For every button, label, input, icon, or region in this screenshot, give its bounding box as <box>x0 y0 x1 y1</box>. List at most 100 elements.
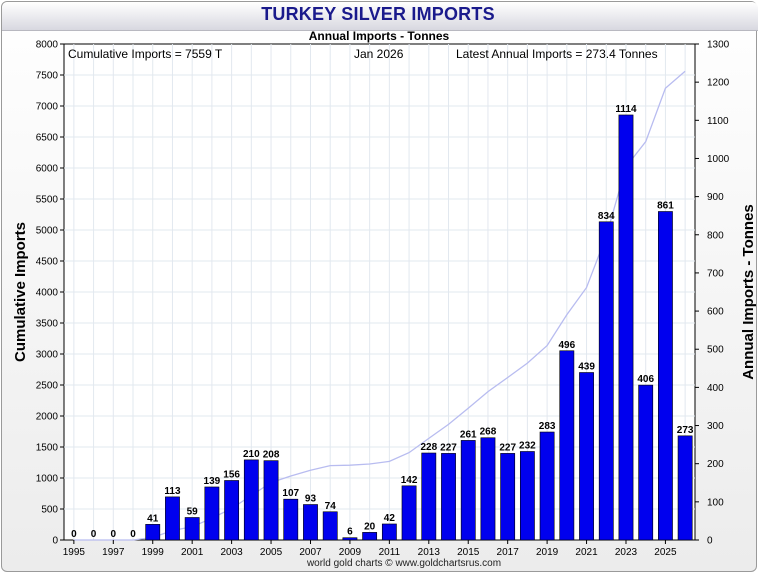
source-credit: world gold charts © www.goldchartsrus.co… <box>306 558 502 569</box>
y-tick-label-right: 500 <box>707 345 724 356</box>
bar-value-label: 0 <box>111 529 117 540</box>
y-tick-label-left: 7500 <box>36 71 59 82</box>
x-tick-label: 2003 <box>220 547 243 558</box>
x-tick-label: 2001 <box>181 547 204 558</box>
x-tick-label: 2011 <box>379 547 401 558</box>
y-axis-title-right: Annual Imports - Tonnes <box>740 204 757 380</box>
bar-value-label: 59 <box>187 506 199 517</box>
info-left: Cumulative Imports = 7559 T <box>68 47 223 61</box>
y-tick-label-left: 8000 <box>36 40 59 51</box>
info-right: Latest Annual Imports = 273.4 Tonnes <box>456 47 658 61</box>
x-tick-label: 2015 <box>457 547 480 558</box>
bar-value-label: 227 <box>440 442 457 453</box>
bar <box>303 504 318 541</box>
y-tick-label-left: 3500 <box>36 319 59 330</box>
bar <box>480 437 496 541</box>
bar-value-label: 42 <box>384 513 396 524</box>
bar <box>618 114 634 541</box>
y-tick-label-right: 300 <box>707 421 724 432</box>
bar-value-label: 210 <box>243 449 260 460</box>
bar <box>362 532 378 541</box>
x-tick-label: 2017 <box>497 547 520 558</box>
y-tick-label-right: 1200 <box>707 78 730 89</box>
bar <box>204 486 220 541</box>
bar-value-label: 861 <box>657 200 674 211</box>
info-center: Jan 2026 <box>354 47 404 61</box>
bar-value-label: 139 <box>204 476 221 487</box>
x-tick-label: 1999 <box>142 547 165 558</box>
bar-value-label: 0 <box>130 529 136 540</box>
bar-value-label: 0 <box>91 529 97 540</box>
bar <box>184 517 200 541</box>
bar <box>401 485 417 541</box>
bar-value-label: 0 <box>71 529 77 540</box>
bar <box>441 453 456 541</box>
bar-value-label: 1114 <box>615 104 637 115</box>
bar <box>658 211 673 541</box>
y-tick-label-left: 5000 <box>36 226 59 237</box>
bar <box>322 511 338 541</box>
bar <box>283 498 299 541</box>
bar <box>579 372 594 541</box>
x-tick-label: 2021 <box>575 547 598 558</box>
bar <box>145 524 161 541</box>
bar <box>165 496 180 541</box>
x-tick-label: 2009 <box>339 547 362 558</box>
bar-value-label: 93 <box>305 494 317 505</box>
title-bar <box>2 2 758 31</box>
y-tick-label-right: 100 <box>707 497 724 508</box>
x-tick-label: 2023 <box>615 547 638 558</box>
bar-value-label: 268 <box>480 427 497 438</box>
y-tick-label-left: 0 <box>52 536 58 547</box>
y-tick-label-left: 500 <box>41 505 58 516</box>
bar-value-label: 273 <box>677 425 694 436</box>
bar <box>381 523 397 541</box>
chart-subtitle: Annual Imports - Tonnes <box>308 29 450 43</box>
bar-value-label: 232 <box>519 440 536 451</box>
bar-value-label: 20 <box>364 521 376 532</box>
axis-layer: 0500100015002000250030003500400045005000… <box>36 40 730 559</box>
y-tick-label-left: 6500 <box>36 133 59 144</box>
x-tick-label: 2019 <box>536 547 559 558</box>
bar <box>598 221 614 541</box>
x-tick-label: 2005 <box>260 547 283 558</box>
y-tick-label-right: 700 <box>707 268 724 279</box>
y-tick-label-left: 4000 <box>36 288 59 299</box>
y-tick-label-right: 1100 <box>707 116 729 127</box>
bar-value-label: 439 <box>578 362 595 373</box>
y-tick-label-left: 1500 <box>36 443 59 454</box>
bar <box>638 384 654 541</box>
y-tick-label-right: 1000 <box>707 154 730 165</box>
y-tick-label-right: 400 <box>707 383 724 394</box>
bar <box>500 453 516 541</box>
y-tick-label-right: 800 <box>707 230 724 241</box>
y-tick-label-right: 0 <box>707 536 713 547</box>
y-tick-label-left: 5500 <box>36 195 59 206</box>
y-tick-label-right: 200 <box>707 459 724 470</box>
y-tick-label-right: 600 <box>707 307 724 318</box>
bar <box>539 431 555 541</box>
bar <box>263 460 279 541</box>
y-tick-label-right: 1300 <box>707 40 730 51</box>
bar-value-label: 496 <box>558 340 575 351</box>
bar-value-label: 283 <box>539 421 556 432</box>
bar-value-label: 74 <box>325 501 337 512</box>
bar-value-label: 227 <box>499 442 516 453</box>
y-tick-label-left: 1000 <box>36 474 59 485</box>
bar-value-label: 208 <box>263 450 280 461</box>
bar-value-label: 228 <box>420 442 437 453</box>
bar-value-label: 41 <box>147 513 159 524</box>
bar <box>342 537 358 541</box>
bar-value-label: 113 <box>164 486 181 497</box>
bar-value-label: 107 <box>282 488 299 499</box>
bar-value-label: 834 <box>598 211 615 222</box>
bar-value-label: 261 <box>460 429 477 440</box>
y-tick-label-left: 6000 <box>36 164 59 175</box>
y-tick-label-left: 3000 <box>36 350 59 361</box>
bar <box>559 350 575 541</box>
x-tick-label: 1995 <box>63 547 86 558</box>
bar <box>677 435 693 541</box>
y-axis-title-left: Cumulative Imports <box>12 222 29 362</box>
